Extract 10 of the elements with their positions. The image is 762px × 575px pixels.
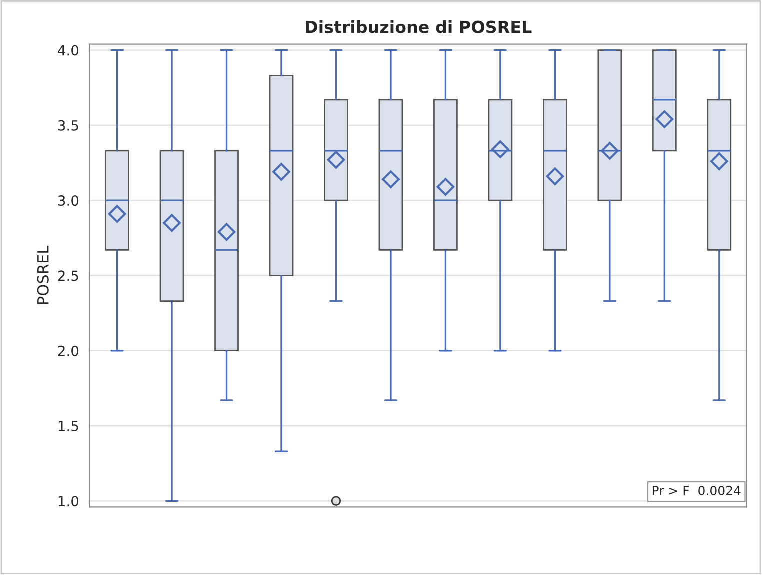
y-tick-label: 1.0 [58,496,79,507]
y-tick-label: 2.5 [58,270,78,282]
y-tick-label: 4.0 [58,45,79,56]
y-axis-title: POSREL [37,246,49,304]
y-tick-label: 1.5 [58,421,78,432]
y-tick-label: 3.0 [58,196,79,206]
annotation: Pr > F 0.0024 [652,486,741,496]
y-tick-label: 2.0 [58,346,79,356]
y-tick-label: 3.5 [58,120,78,131]
chart-title: Distribuzione di POSREL [306,20,532,34]
